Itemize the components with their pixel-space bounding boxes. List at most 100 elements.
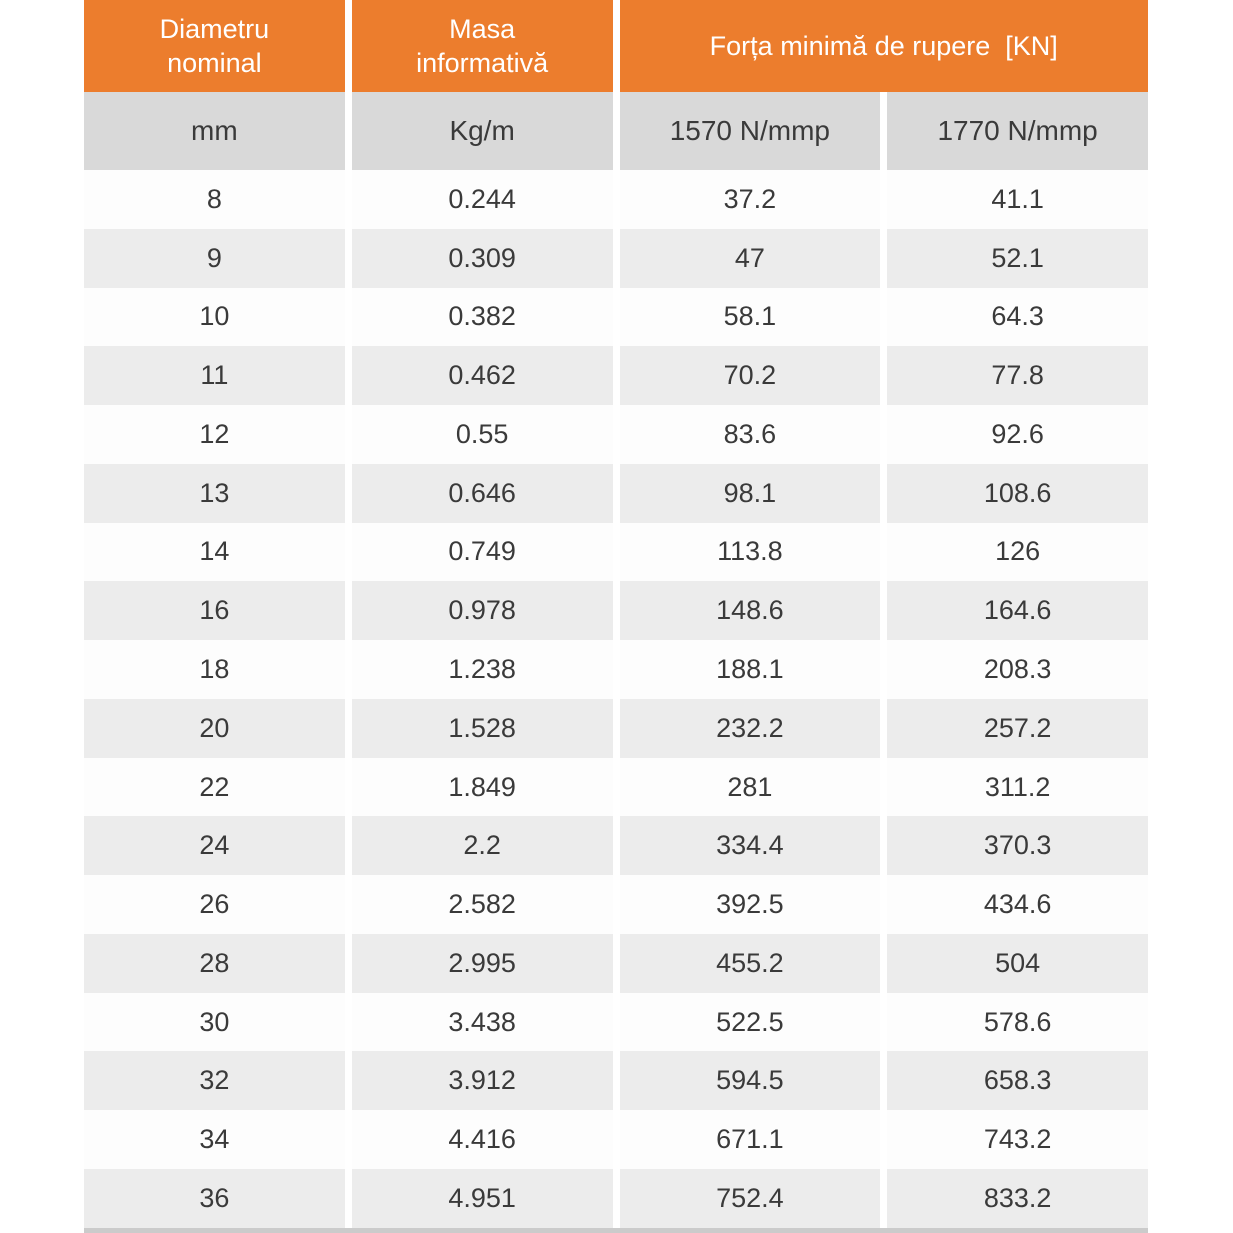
table-cell: 8 — [84, 170, 345, 229]
table-cell: 0.462 — [351, 346, 613, 406]
table-cell: 52.1 — [887, 228, 1148, 288]
table-cell: 434.6 — [887, 875, 1148, 934]
table-cell: 10 — [84, 287, 345, 347]
table-cell: 1.238 — [351, 640, 613, 699]
table-cell: 47 — [619, 228, 881, 288]
table-row: 22 1.849 281 311.2 — [84, 757, 1148, 817]
table-cell: 1.528 — [351, 698, 613, 758]
table-cell: 126 — [887, 522, 1148, 582]
table-row: 14 0.749 113.8 126 — [84, 522, 1148, 582]
table-cell: 77.8 — [887, 346, 1148, 406]
table-bottom-bar — [84, 1227, 1148, 1233]
table-row: 20 1.528 232.2 257.2 — [84, 698, 1148, 758]
table-cell: 743.2 — [887, 1110, 1148, 1170]
table-cell: 188.1 — [619, 640, 881, 699]
table-cell: 504 — [887, 933, 1148, 993]
table-cell: 232.2 — [619, 698, 881, 758]
table-cell: 671.1 — [619, 1110, 881, 1170]
table-row: 12 0.55 83.6 92.6 — [84, 405, 1148, 464]
table-cell: 578.6 — [887, 992, 1148, 1052]
table-cell: 4.951 — [351, 1169, 613, 1228]
table-row: 28 2.995 455.2 504 — [84, 933, 1148, 993]
table-cell: 12 — [84, 405, 345, 464]
table-cell: 334.4 — [619, 816, 881, 876]
table-cell: 833.2 — [887, 1169, 1148, 1228]
table-subheader-row: mm Kg/m 1570 N/mmp 1770 N/mmp — [84, 92, 1148, 170]
header-label: Forța minimă de rupere [KN] — [709, 31, 1058, 61]
table-cell: 0.646 — [351, 463, 613, 523]
table-cell: 4.416 — [351, 1110, 613, 1170]
table-row: 18 1.238 188.1 208.3 — [84, 640, 1148, 699]
table-cell: 3.912 — [351, 1051, 613, 1111]
table-cell: 41.1 — [887, 170, 1148, 229]
table-cell: 2.2 — [351, 816, 613, 876]
subheader-cell-mm: mm — [84, 92, 345, 170]
table-cell: 0.978 — [351, 581, 613, 641]
table-cell: 64.3 — [887, 287, 1148, 347]
table-cell: 11 — [84, 346, 345, 406]
table-cell: 34 — [84, 1110, 345, 1170]
table-cell: 1.849 — [351, 757, 613, 817]
table-cell: 37.2 — [619, 170, 881, 229]
table-cell: 0.244 — [351, 170, 613, 229]
table-cell: 22 — [84, 757, 345, 817]
spec-table: Diametru nominal Masa informativă Forța … — [84, 0, 1148, 1233]
header-label: Diametru nominal — [159, 14, 270, 78]
table-cell: 83.6 — [619, 405, 881, 464]
table-cell: 0.309 — [351, 228, 613, 288]
table-cell: 28 — [84, 933, 345, 993]
table-cell: 108.6 — [887, 463, 1148, 523]
table-row: 26 2.582 392.5 434.6 — [84, 875, 1148, 934]
table-cell: 281 — [619, 757, 881, 817]
table-row: 13 0.646 98.1 108.6 — [84, 463, 1148, 523]
table-cell: 2.582 — [351, 875, 613, 934]
table-cell: 455.2 — [619, 933, 881, 993]
table-cell: 70.2 — [619, 346, 881, 406]
header-cell-masa-informativa: Masa informativă — [351, 0, 613, 92]
table-cell: 30 — [84, 992, 345, 1052]
table-row: 36 4.951 752.4 833.2 — [84, 1169, 1148, 1228]
table-cell: 14 — [84, 522, 345, 582]
table-cell: 0.382 — [351, 287, 613, 347]
subheader-cell-1570: 1570 N/mmp — [619, 92, 881, 170]
table-header-row: Diametru nominal Masa informativă Forța … — [84, 0, 1148, 92]
table-cell: 13 — [84, 463, 345, 523]
table-cell: 20 — [84, 698, 345, 758]
table-cell: 522.5 — [619, 992, 881, 1052]
table-cell: 370.3 — [887, 816, 1148, 876]
table-cell: 58.1 — [619, 287, 881, 347]
table-body: 8 0.244 37.2 41.1 9 0.309 47 52.1 10 0.382 58.1 64.… — [84, 170, 1148, 1228]
table-row: 8 0.244 37.2 41.1 — [84, 170, 1148, 229]
table-cell: 113.8 — [619, 522, 881, 582]
table-cell: 18 — [84, 640, 345, 699]
table-cell: 257.2 — [887, 698, 1148, 758]
table-row: 11 0.462 70.2 77.8 — [84, 346, 1148, 406]
table-row: 10 0.382 58.1 64.3 — [84, 287, 1148, 347]
header-label: Masa informativă — [416, 14, 549, 78]
table-cell: 0.749 — [351, 522, 613, 582]
table-cell: 0.55 — [351, 405, 613, 464]
table-cell: 164.6 — [887, 581, 1148, 641]
table-row: 16 0.978 148.6 164.6 — [84, 581, 1148, 641]
table-cell: 658.3 — [887, 1051, 1148, 1111]
table-cell: 2.995 — [351, 933, 613, 993]
table-cell: 392.5 — [619, 875, 881, 934]
table-cell: 98.1 — [619, 463, 881, 523]
table-cell: 9 — [84, 228, 345, 288]
table-cell: 24 — [84, 816, 345, 876]
table-row: 9 0.309 47 52.1 — [84, 228, 1148, 288]
subheader-cell-kg-m: Kg/m — [351, 92, 613, 170]
table-cell: 16 — [84, 581, 345, 641]
table-cell: 311.2 — [887, 757, 1148, 817]
table-cell: 32 — [84, 1051, 345, 1111]
header-cell-diametru-nominal: Diametru nominal — [84, 0, 345, 92]
table-cell: 92.6 — [887, 405, 1148, 464]
table-row: 24 2.2 334.4 370.3 — [84, 816, 1148, 876]
table-cell: 148.6 — [619, 581, 881, 641]
table-row: 30 3.438 522.5 578.6 — [84, 992, 1148, 1052]
subheader-cell-1770: 1770 N/mmp — [887, 92, 1148, 170]
table-cell: 3.438 — [351, 992, 613, 1052]
table-cell: 26 — [84, 875, 345, 934]
table-row: 34 4.416 671.1 743.2 — [84, 1110, 1148, 1170]
table-cell: 752.4 — [619, 1169, 881, 1228]
